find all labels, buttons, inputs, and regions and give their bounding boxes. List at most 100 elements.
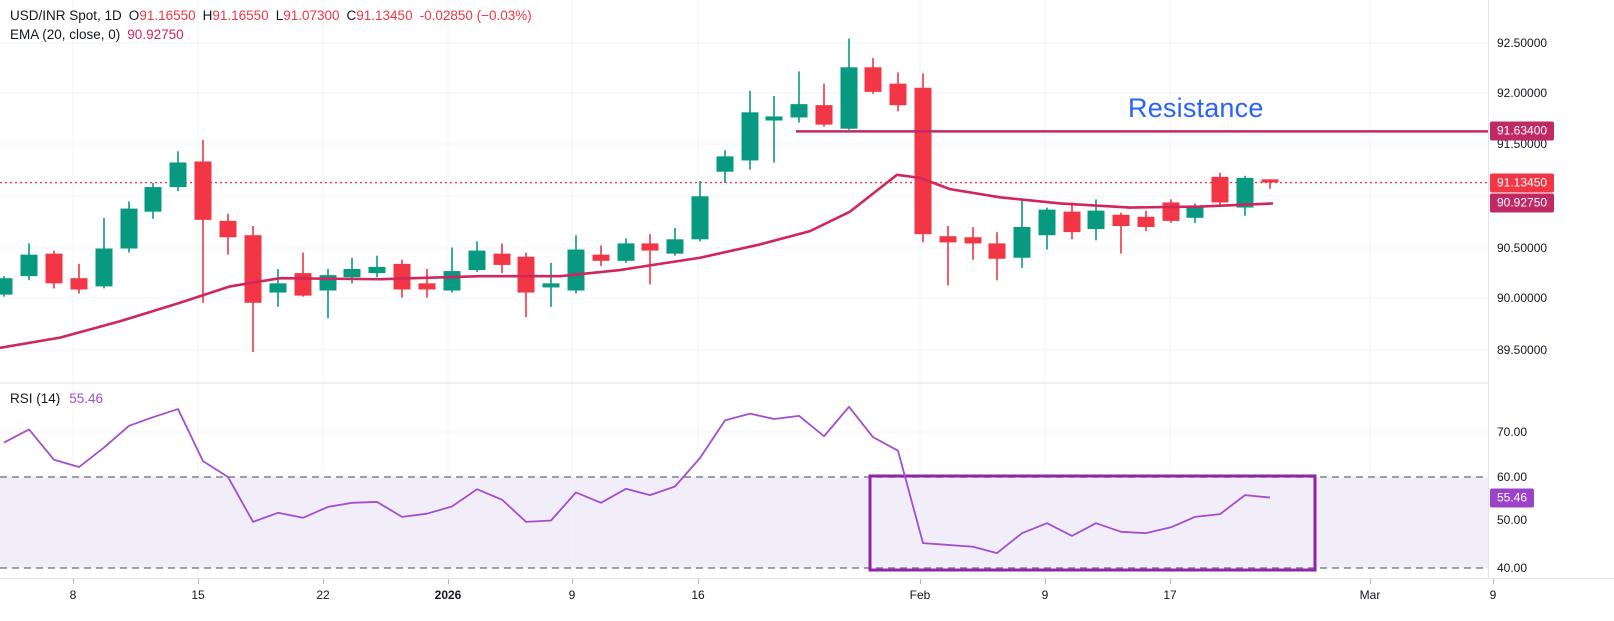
time-axis-tick [920,579,921,584]
ohlc-key: C [346,8,357,23]
candle-body [144,187,162,212]
ema-legend-row[interactable]: EMA (20, close, 0) 90.92750 [10,25,184,44]
candle-body [741,112,759,161]
candle-body [567,249,585,291]
candle-body [169,162,187,188]
candle-body [343,269,361,278]
time-axis-label: 9 [1041,588,1049,602]
rsi-badge: 55.46 [1490,488,1535,508]
candle-body [864,67,882,92]
price-axis-label: 92.50000 [1497,36,1548,50]
time-axis-tick [698,579,699,584]
ohlc-value: 91.16550 [212,8,269,23]
candle-body [964,237,982,244]
time-axis-tick [448,579,449,584]
candle-body [1013,227,1031,258]
candle-body [1186,206,1204,218]
time-axis-label: 15 [191,588,205,602]
candle-body [120,208,138,249]
candle-body [294,273,312,296]
price-axis-label: 90.50000 [1497,241,1548,255]
candle-body [0,278,13,295]
symbol-title: USD/INR Spot, 1D [10,8,122,23]
candle-body [1261,179,1279,183]
symbol-legend-row[interactable]: USD/INR Spot, 1D O91.16550 H91.16550 L91.07… [10,6,532,25]
time-axis-tick [1170,579,1171,584]
price-axis-label: 50.00 [1497,513,1528,527]
price-axis-label: 90.00000 [1497,291,1548,305]
ema-line [0,173,1274,350]
candle-body [20,254,38,277]
ohlc-value: 91.07300 [283,8,340,23]
candle-body [1038,209,1056,236]
candle-body [45,253,63,284]
candle-body [393,263,411,290]
time-axis[interactable]: 8 15 22 2026 9 16 Feb 9 17 Mar 9 [0,578,1614,621]
candle-body [617,243,635,261]
time-axis-label: 17 [1163,588,1177,602]
candle-body [517,256,535,293]
time-axis-label: 2026 [434,588,462,602]
candle-body [219,220,237,238]
ohlc-key: H [202,8,213,23]
price-badge: 91.63400 [1490,121,1555,141]
time-axis-label: 9 [568,588,576,602]
ohlc-key: O [128,8,140,23]
candle-body [1137,216,1155,228]
resistance-annotation-label[interactable]: Resistance [1128,93,1264,123]
price-badge: 90.92750 [1490,193,1555,213]
price-axis-label: 89.50000 [1497,343,1548,357]
candle-body [641,243,659,251]
rsi-range-box[interactable] [868,474,1317,572]
candle-body [1162,202,1180,221]
ohlc-value: 91.13450 [356,8,413,23]
candle-body [765,116,783,121]
candle-body [194,161,212,220]
time-axis-tick [1045,579,1046,584]
ema-value: 90.92750 [127,27,184,42]
candle-body [443,271,461,291]
time-axis-tick [198,579,199,584]
chart-plot-area[interactable] [0,0,1488,578]
candle-body [1087,210,1105,230]
ohlc-value: 91.16550 [139,8,196,23]
candle-body [988,243,1006,259]
candle-body [914,87,932,235]
candle-body [939,236,957,243]
candle-body [468,250,486,271]
candle-body [790,104,808,118]
time-axis-tick [323,579,324,584]
candle-body [70,278,88,290]
candle-body [95,248,113,287]
candle-body [368,266,386,274]
price-axis-label: 91.50000 [1497,137,1548,151]
ema-label: EMA (20, close, 0) [10,27,121,42]
ohlc-key: L [275,8,284,23]
candle-body [716,156,734,172]
time-axis-tick [73,579,74,584]
candle-body [691,196,709,240]
rsi-band [0,477,1488,568]
time-axis-label: Feb [909,588,931,602]
candle-body [269,283,287,293]
candle-body [666,239,684,254]
rsi-legend-row[interactable]: RSI (14) 55.46 [10,389,103,408]
candle-body [840,67,858,129]
price-badge: 91.13450 [1490,173,1555,193]
price-axis[interactable]: 92.50000 92.00000 91.50000 90.50000 90.00000… [1488,0,1614,578]
candle-body [1063,211,1081,233]
candle-body [542,283,560,288]
price-axis-label: 70.00 [1497,425,1528,439]
candle-body [418,283,436,290]
price-axis-label: 60.00 [1497,470,1528,484]
change-value: -0.02850 (−0.03%) [419,8,532,23]
time-axis-tick [572,579,573,584]
rsi-line [3,405,1271,555]
price-axis-label: 92.00000 [1497,86,1548,100]
rsi-label: RSI (14) [10,391,61,406]
candle-body [1112,214,1130,226]
candle-body [592,254,610,261]
chart-canvas[interactable] [0,0,1488,578]
candle-body [244,235,262,303]
